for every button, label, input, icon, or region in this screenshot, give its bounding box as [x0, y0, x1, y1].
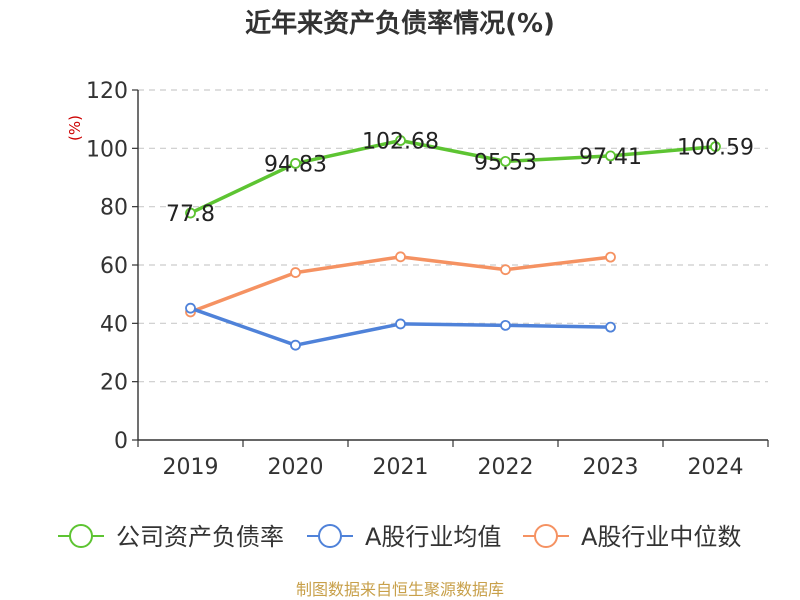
x-tick-label: 2020 — [268, 455, 324, 480]
x-tick-label: 2021 — [373, 455, 429, 480]
chart-title: 近年来资产负债率情况(%) — [245, 8, 555, 39]
y-tick-label: 20 — [100, 371, 128, 396]
data-point — [185, 302, 196, 314]
data-label: 100.59 — [677, 136, 754, 161]
data-label: 95.53 — [474, 150, 537, 175]
data-point — [500, 155, 511, 167]
legend-label: A股行业均值 — [365, 523, 501, 551]
data-label: 102.68 — [362, 130, 439, 155]
data-label: 97.41 — [579, 145, 642, 170]
legend-marker — [534, 524, 558, 548]
y-tick-label: 120 — [86, 79, 128, 104]
data-point — [710, 141, 721, 153]
legend-marker — [318, 524, 342, 548]
axes: 0 20 40 60 80 100 120 2019 2020 2021 2022 2023 2024 — [86, 79, 769, 480]
y-tick-label: 100 — [86, 137, 128, 162]
legend-marker — [69, 524, 93, 548]
series-lines — [185, 135, 721, 351]
y-tick-label: 80 — [100, 196, 128, 221]
x-tick-label: 2024 — [688, 455, 744, 480]
data-point — [290, 339, 301, 351]
source-note: 制图数据来自恒生聚源数据库 — [296, 580, 504, 599]
data-label: 77.8 — [166, 202, 215, 227]
y-tick-label: 0 — [114, 429, 128, 454]
x-tick-label: 2022 — [478, 455, 534, 480]
series-line — [188, 138, 718, 215]
data-point — [395, 135, 406, 146]
grid-lines — [138, 89, 768, 383]
data-labels: 77.8 94.83 102.68 95.53 97.41 100.59 — [166, 130, 754, 228]
x-tick-label: 2019 — [163, 455, 219, 480]
data-point — [605, 321, 616, 333]
data-point — [500, 319, 511, 331]
data-point — [290, 267, 301, 278]
data-point — [605, 251, 616, 263]
data-label: 94.83 — [264, 152, 327, 177]
y-tick-label: 40 — [100, 312, 128, 337]
data-point — [500, 264, 511, 276]
legend: 公司资产负债率 A股行业均值 A股行业中位数 — [58, 523, 741, 551]
y-axis-label: (%) — [66, 115, 84, 141]
legend-label: A股行业中位数 — [581, 523, 741, 551]
data-point — [290, 158, 301, 169]
y-tick-label: 60 — [100, 254, 128, 279]
data-point — [395, 318, 406, 330]
legend-label: 公司资产负债率 — [116, 523, 284, 551]
data-point — [395, 251, 406, 263]
data-point — [185, 207, 196, 219]
data-point — [605, 150, 616, 162]
x-tick-label: 2023 — [583, 455, 639, 480]
